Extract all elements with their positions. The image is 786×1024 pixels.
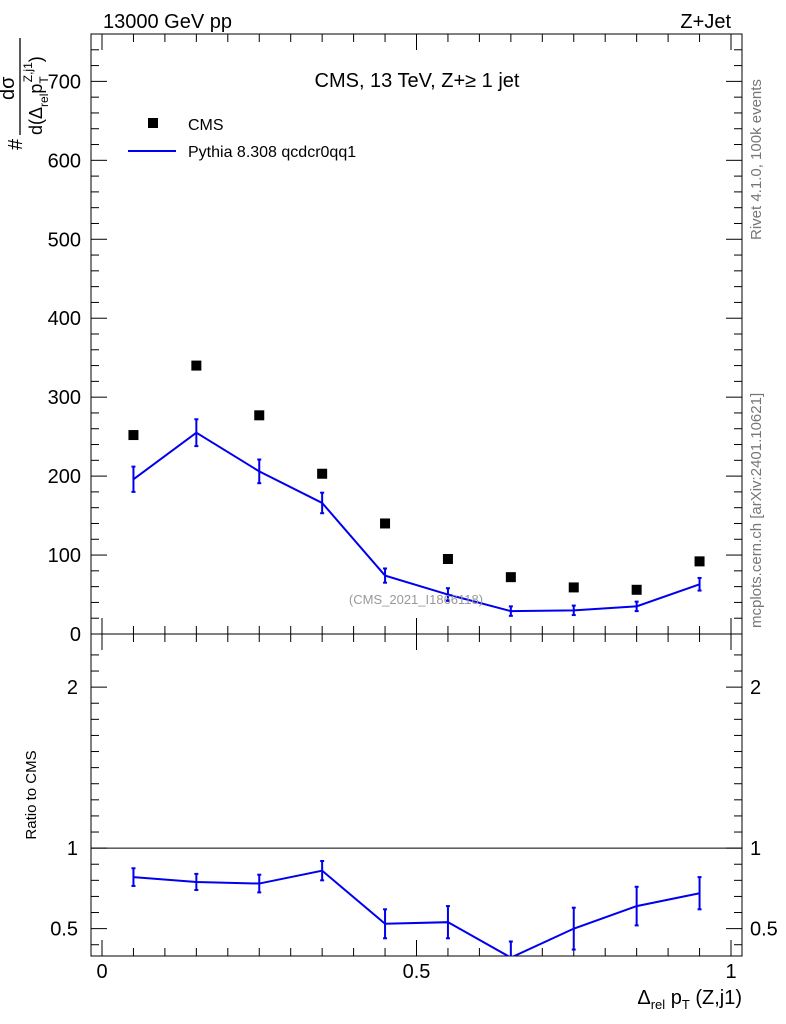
cms-data-point xyxy=(442,554,453,564)
main-y-tick-label: 100 xyxy=(48,545,81,567)
cms-data-point xyxy=(317,468,328,479)
cms-data-point xyxy=(380,518,391,529)
y-label-denominator: d(ΔrelpTZ,j1) xyxy=(21,56,51,135)
pythia-series-line xyxy=(132,431,700,613)
main-y-tick-label: 500 xyxy=(48,229,81,251)
x-axis-label: Δrel pT (Z,j1) xyxy=(637,987,742,1012)
cms-data-point xyxy=(694,556,705,567)
main-y-tick-label: 0 xyxy=(70,624,81,646)
ratio-y-tick-label: 0.5 xyxy=(50,919,78,941)
x-label-delta: Δ xyxy=(637,987,650,1009)
cms-data-point xyxy=(505,572,516,583)
ratio-y-axis-label: Ratio to CMS xyxy=(23,750,40,839)
y-label-numerator: dσ xyxy=(0,76,19,100)
y-label-denom-sup: Z,j1 xyxy=(21,62,35,82)
header-beam-label: 13000 GeV pp xyxy=(103,11,232,33)
ratio-y-tick-label-right: 2 xyxy=(750,677,761,699)
x-label-tail: (Z,j1) xyxy=(690,987,742,1009)
y-label-denom-p: p xyxy=(26,84,46,94)
main-y-tick-label: 200 xyxy=(48,466,81,488)
ratio-y-tick-label: 1 xyxy=(67,838,78,860)
x-tick-label: 1 xyxy=(725,961,736,983)
mcplots-credit-label: mcplots.cern.ch [arXiv:2401.10621] xyxy=(748,393,765,628)
x-label-sub-t: T xyxy=(682,997,690,1012)
legend-cms-marker xyxy=(148,118,158,128)
x-tick-label: 0 xyxy=(96,961,107,983)
main-y-tick-label: 600 xyxy=(48,150,81,172)
main-y-axis-ticks: 0 100 200 300 400 500 600 700 xyxy=(48,33,742,646)
legend: CMS Pythia 8.308 qcdcr0qq1 xyxy=(128,117,356,161)
cms-data-point xyxy=(568,582,579,593)
ratio-panel-frame xyxy=(90,633,743,957)
x-label-p: p xyxy=(665,987,682,1009)
cms-data-point xyxy=(631,584,642,595)
main-y-tick-label: 700 xyxy=(48,71,81,93)
y-label-denom-open: d(Δ xyxy=(26,107,46,135)
legend-pythia-label: Pythia 8.308 qcdcr0qq1 xyxy=(188,144,356,161)
y-label-denom-close: ) xyxy=(26,56,46,62)
y-label-denom-sub-rel: rel xyxy=(37,94,51,107)
rivet-version-label: Rivet 4.1.0, 100k events xyxy=(748,79,765,240)
x-tick-label: 0.5 xyxy=(403,961,431,983)
ratio-y-tick-label-right: 0.5 xyxy=(750,919,778,941)
ratio-data-marks xyxy=(131,860,702,956)
ratio-axis-ticks: 0.5 0.5 1 1 2 2 0 0.5 1 xyxy=(50,634,778,983)
cms-data-point xyxy=(254,410,265,421)
cms-data-point xyxy=(128,430,139,441)
ratio-y-tick-label: 2 xyxy=(67,677,78,699)
ratio-series-line xyxy=(133,869,700,956)
legend-cms-label: CMS xyxy=(188,117,224,134)
cms-data-point xyxy=(191,360,202,371)
ratio-y-tick-label-right: 1 xyxy=(750,838,761,860)
main-y-tick-label: 400 xyxy=(48,308,81,330)
chart-title: CMS, 13 TeV, Z+≥ 1 jet xyxy=(315,70,520,92)
main-data-marks xyxy=(128,360,705,617)
y-label-hash: # xyxy=(5,138,27,150)
analysis-watermark: (CMS_2021_I1866118) xyxy=(349,592,483,607)
y-label-denom-sub-t: T xyxy=(37,76,51,84)
main-y-axis-label: # dσ d(ΔrelpTZ,j1) xyxy=(0,38,51,150)
ratio-series-group xyxy=(131,860,702,956)
header-process-label: Z+Jet xyxy=(680,11,731,33)
x-label-sub-rel: rel xyxy=(651,997,666,1012)
main-y-tick-label: 300 xyxy=(48,387,81,409)
